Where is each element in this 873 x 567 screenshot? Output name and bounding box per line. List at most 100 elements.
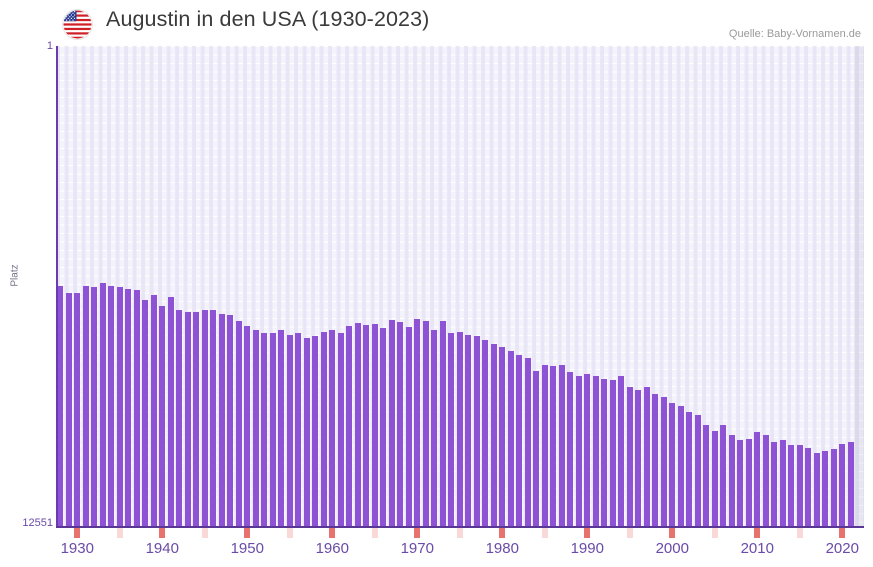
x-tick-major [754,528,761,538]
bar[interactable] [82,285,89,527]
x-axis-tick-label: 1980 [485,540,519,557]
bar[interactable] [252,329,259,527]
bar[interactable] [363,324,370,527]
bar[interactable] [125,288,132,527]
bar[interactable] [354,322,361,527]
bar[interactable] [762,435,769,527]
bar[interactable] [847,441,854,527]
bar[interactable] [295,332,302,527]
bar[interactable] [550,366,557,527]
bar[interactable] [210,310,217,527]
bar[interactable] [329,329,336,527]
bar[interactable] [813,453,820,527]
bar[interactable] [312,335,319,527]
bar[interactable] [839,443,846,527]
bar[interactable] [507,351,514,527]
bar[interactable] [796,445,803,527]
bar[interactable] [278,329,285,527]
bar[interactable] [490,344,497,527]
bar[interactable] [65,292,72,527]
bar[interactable] [176,310,183,527]
bar[interactable] [609,380,616,527]
bar[interactable] [227,314,234,527]
bar[interactable] [397,321,404,527]
bar[interactable] [533,370,540,527]
bar[interactable] [201,309,208,527]
x-axis-line [56,526,864,528]
bar[interactable] [822,451,829,527]
bar[interactable] [643,387,650,527]
bar[interactable] [218,314,225,527]
bar[interactable] [652,393,659,527]
bar[interactable] [371,323,378,527]
bar[interactable] [261,332,268,527]
bar[interactable] [184,312,191,527]
bar[interactable] [337,333,344,527]
bar[interactable] [269,333,276,527]
bar[interactable] [465,334,472,527]
bar[interactable] [584,373,591,527]
bar[interactable] [669,403,676,527]
bar[interactable] [516,354,523,527]
bar[interactable] [448,333,455,527]
bar[interactable] [167,297,174,527]
bar[interactable] [703,424,710,527]
x-tick-minor [456,528,463,538]
bar[interactable] [626,387,633,527]
bar[interactable] [745,439,752,527]
bar[interactable] [567,371,574,527]
x-axis-tick-label: 1950 [230,540,264,557]
bar[interactable] [524,358,531,527]
bar[interactable] [728,434,735,527]
bar[interactable] [422,321,429,527]
bar[interactable] [405,326,412,527]
bar[interactable] [431,329,438,527]
bar[interactable] [380,328,387,527]
bar[interactable] [439,321,446,527]
bar[interactable] [346,325,353,527]
bar[interactable] [805,447,812,527]
bar[interactable] [91,287,98,527]
bar[interactable] [592,375,599,527]
bar[interactable] [601,378,608,527]
bar[interactable] [108,285,115,527]
bar[interactable] [388,320,395,527]
bar[interactable] [414,319,421,527]
bar[interactable] [694,415,701,527]
bar[interactable] [235,321,242,527]
bar[interactable] [575,375,582,527]
bar[interactable] [788,445,795,527]
bar[interactable] [618,376,625,527]
bar[interactable] [482,340,489,527]
bar[interactable] [142,299,149,527]
bar[interactable] [558,365,565,527]
bar[interactable] [150,295,157,527]
bar[interactable] [737,439,744,527]
x-tick-major [839,528,846,538]
bar[interactable] [244,326,251,527]
bar[interactable] [711,431,718,527]
bar[interactable] [830,449,837,527]
bar[interactable] [303,338,310,527]
bar[interactable] [771,441,778,527]
bar[interactable] [74,292,81,527]
bar[interactable] [635,390,642,527]
bar[interactable] [660,397,667,527]
bar[interactable] [686,412,693,527]
bar[interactable] [779,440,786,527]
bar[interactable] [57,285,64,527]
bar[interactable] [99,283,106,527]
bar[interactable] [320,331,327,527]
bar[interactable] [541,364,548,527]
bar[interactable] [456,331,463,527]
bar[interactable] [133,290,140,527]
bar[interactable] [677,405,684,527]
bar[interactable] [499,346,506,527]
bar[interactable] [286,335,293,527]
bar[interactable] [193,312,200,527]
bar[interactable] [473,335,480,527]
bar[interactable] [720,425,727,527]
bar[interactable] [159,305,166,527]
bar[interactable] [754,431,761,527]
bar[interactable] [116,286,123,527]
